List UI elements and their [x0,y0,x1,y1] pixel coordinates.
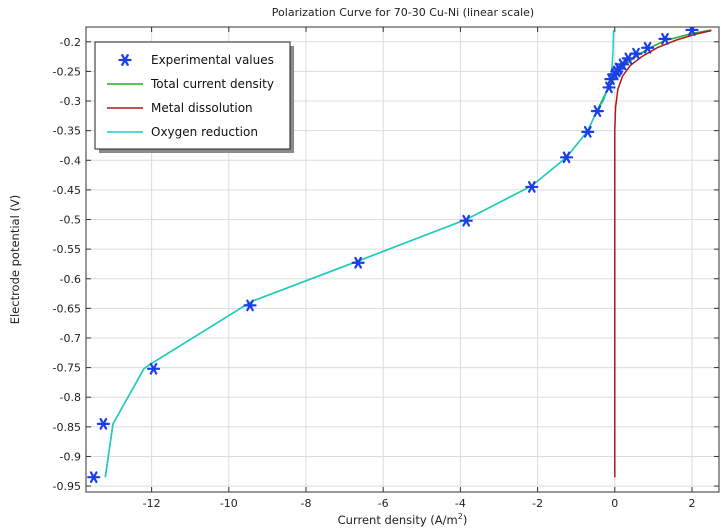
y-tick-label: -0.35 [53,125,81,138]
y-tick-label: -0.75 [53,362,81,375]
experimental-point [640,41,655,54]
legend: Experimental values Total current density… [94,41,294,153]
y-tick-label: -0.95 [53,480,81,493]
legend-label: Metal dissolution [151,101,253,115]
legend-marker [118,54,132,66]
experimental-point [581,125,595,138]
x-tick-label: -10 [220,497,238,510]
y-tick-label: -0.45 [53,184,81,197]
y-tick-label: -0.65 [53,302,81,315]
y-tick-label: -0.8 [60,391,81,404]
legend-item: Total current density [107,77,274,91]
x-axis-title-superscript: 2 [458,512,463,521]
experimental-point [590,105,605,117]
y-tick-label: -0.85 [53,421,81,434]
experimental-point [621,52,635,65]
series-group [87,27,712,484]
chart-title: Polarization Curve for 70-30 Cu-Ni (line… [272,6,534,19]
legend-label: Total current density [150,77,274,91]
experimental-point [615,58,630,71]
x-tick-label: -2 [532,497,543,510]
y-tick-label: -0.55 [53,243,81,256]
legend-item: Experimental values [118,53,274,67]
experimental-point [146,362,161,375]
experimental-point [629,47,643,60]
x-tick-label: -6 [378,497,389,510]
y-tick-label: -0.9 [60,450,81,463]
plot-frame [85,26,720,493]
experimental-point [351,256,365,269]
y-tick-label: -0.4 [60,154,81,167]
series-line-metal-dissolution [614,29,712,478]
experimental-point [658,32,672,45]
x-axis-title-close: ) [463,513,468,527]
y-tick-label: -0.6 [60,273,81,286]
y-tick-label: -0.5 [60,214,81,227]
legend-item: Metal dissolution [107,101,253,115]
x-tick-label: -12 [143,497,161,510]
x-tick-label: 0 [611,497,618,510]
legend-item: Oxygen reduction [107,125,258,139]
experimental-point [525,181,539,193]
legend-label: Experimental values [151,53,274,67]
experimental-point [87,471,101,484]
x-tick-label: 2 [688,497,695,510]
y-tick-label: -0.7 [60,332,81,345]
y-tick-label: -0.2 [60,36,81,49]
experimental-point [243,299,257,312]
y-tick-label: -0.3 [60,95,81,108]
x-axis-title-text: Current density (A/m [338,513,458,527]
y-axis-title: Electrode potential (V) [8,195,22,325]
experimental-point [559,151,574,164]
axis-ticks: -12 -10 -8 -6 -4 -2 0 2 -0.95 -0.9 -0.85 -0.8 -0.75 -… [53,27,719,510]
x-axis-title: Current density (A/m2) [338,512,468,527]
y-tick-label: -0.25 [53,65,81,78]
experimental-point [459,214,473,227]
legend-label: Oxygen reduction [151,125,258,139]
x-tick-label: -4 [455,497,466,510]
x-tick-label: -8 [301,497,312,510]
data-series [87,27,712,484]
experimental-point [96,417,110,430]
experimental-point [685,27,699,36]
